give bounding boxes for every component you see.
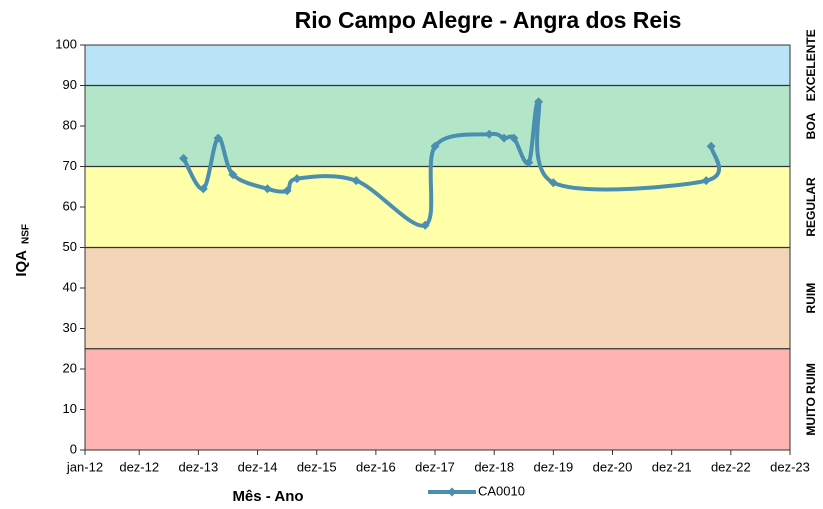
point — [706, 141, 716, 151]
point — [524, 157, 534, 167]
x-tick-label: dez-19 — [533, 459, 573, 474]
band — [85, 45, 790, 86]
band — [85, 166, 790, 248]
band-label-group: MUITO RUIM — [804, 363, 818, 435]
band-label: BOA — [804, 112, 818, 139]
x-tick-label: dez-14 — [238, 459, 278, 474]
point — [228, 170, 238, 180]
point — [262, 184, 272, 194]
band — [85, 348, 790, 450]
point — [499, 133, 509, 143]
x-tick-label: dez-13 — [179, 459, 219, 474]
legend-marker — [447, 487, 457, 497]
x-label: Mês - Ano — [232, 488, 303, 505]
y-label-subscript: NSF — [21, 224, 32, 244]
band-label: MUITO RUIM — [804, 363, 818, 435]
band-label: REGULAR — [804, 177, 818, 237]
y-tick-label: 10 — [63, 401, 77, 416]
point — [282, 186, 292, 196]
x-tick-label: dez-12 — [119, 459, 159, 474]
x-tick-label: dez-15 — [297, 459, 337, 474]
band — [85, 247, 790, 349]
y-tick-label: 100 — [55, 36, 77, 51]
x-tick-label: dez-18 — [474, 459, 514, 474]
band — [85, 85, 790, 167]
legend-label: CA0010 — [478, 483, 525, 498]
band-label-group: RUIM — [804, 283, 818, 314]
point — [213, 133, 223, 143]
x-tick-label: dez-22 — [711, 459, 751, 474]
point — [430, 141, 440, 151]
y-tick-label: 0 — [70, 441, 77, 456]
x-tick-label: jan-12 — [66, 459, 103, 474]
y-tick-label: 20 — [63, 360, 77, 375]
band-label: EXCELENTE — [804, 29, 818, 101]
y-tick-label: 70 — [63, 158, 77, 173]
x-tick-label: dez-16 — [356, 459, 396, 474]
x-tick-label: dez-23 — [770, 459, 810, 474]
point — [179, 153, 189, 163]
x-tick-label: dez-21 — [652, 459, 692, 474]
point — [198, 184, 208, 194]
y-tick-label: 30 — [63, 320, 77, 335]
band-label: RUIM — [804, 283, 818, 314]
band-label-group: REGULAR — [804, 177, 818, 237]
point — [548, 178, 558, 188]
y-tick-label: 80 — [63, 117, 77, 132]
x-tick-label: dez-20 — [593, 459, 633, 474]
point — [701, 176, 711, 186]
point — [420, 220, 430, 230]
y-tick-label: 90 — [63, 77, 77, 92]
chart-title: Rio Campo Alegre - Angra dos Reis — [295, 7, 682, 33]
point — [534, 97, 544, 107]
y-tick-label: 60 — [63, 198, 77, 213]
x-tick-label: dez-17 — [415, 459, 455, 474]
band-label-group: EXCELENTE — [804, 29, 818, 101]
y-tick-label: 40 — [63, 279, 77, 294]
point — [484, 129, 494, 139]
point — [509, 133, 519, 143]
y-axis-label: IQA NSF — [13, 224, 32, 277]
point — [351, 176, 361, 186]
y-tick-label: 50 — [63, 239, 77, 254]
point — [292, 174, 302, 184]
y-label: IQA — [13, 250, 30, 277]
band-label-group: BOA — [804, 112, 818, 139]
